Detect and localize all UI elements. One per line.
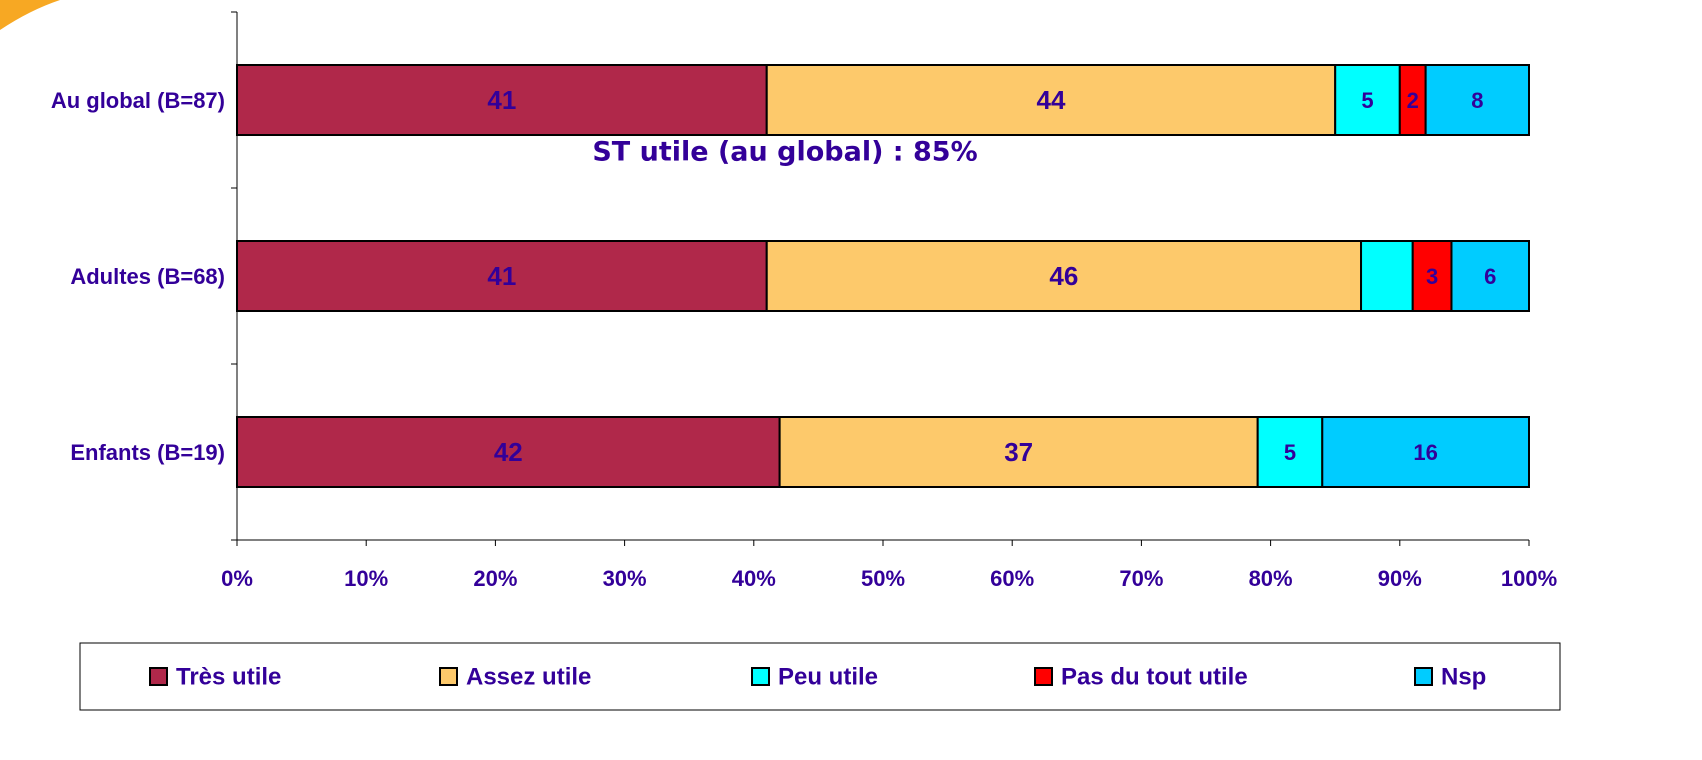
legend-swatch — [439, 667, 458, 686]
data-label: 16 — [1413, 440, 1437, 465]
data-label: 3 — [1426, 264, 1438, 289]
legend-label: Très utile — [176, 663, 281, 690]
bar-segment — [1321, 416, 1531, 488]
x-tick-label: 30% — [603, 566, 647, 591]
bar-segment — [765, 64, 1337, 136]
x-tick-label: 60% — [990, 566, 1034, 591]
legend-label: Pas du tout utile — [1061, 663, 1248, 690]
bar-segment — [236, 416, 781, 488]
legend-swatch — [1414, 667, 1433, 686]
bar-segment — [236, 64, 768, 136]
bar-segment — [1411, 240, 1453, 312]
x-tick-label: 90% — [1378, 566, 1422, 591]
legend-label: Nsp — [1441, 663, 1486, 690]
bar-segment — [1360, 240, 1414, 312]
data-label: 42 — [494, 437, 523, 467]
data-label: 37 — [1004, 437, 1033, 467]
legend-label: Assez utile — [466, 663, 591, 690]
data-label: 5 — [1284, 440, 1296, 465]
x-tick-label: 70% — [1119, 566, 1163, 591]
data-label: 41 — [487, 261, 516, 291]
legend-swatch — [149, 667, 168, 686]
x-tick-label: 50% — [861, 566, 905, 591]
category-label: Adultes (B=68) — [70, 264, 225, 289]
category-label: Au global (B=87) — [51, 88, 225, 113]
category-label: Enfants (B=19) — [70, 440, 225, 465]
legend-box — [79, 642, 1561, 711]
data-label: 2 — [1407, 88, 1419, 113]
data-label: 8 — [1471, 88, 1483, 113]
x-tick-label: 40% — [732, 566, 776, 591]
corner-decoration — [0, 0, 60, 30]
data-label: 6 — [1484, 264, 1496, 289]
x-tick-label: 0% — [221, 566, 253, 591]
bar-segment — [1424, 64, 1531, 136]
x-tick-label: 80% — [1249, 566, 1293, 591]
x-tick-label: 10% — [344, 566, 388, 591]
x-tick-label: 100% — [1501, 566, 1557, 591]
data-label: 41 — [487, 85, 516, 115]
legend-swatch — [1034, 667, 1053, 686]
data-label: 44 — [1036, 85, 1065, 115]
bar-segment — [765, 240, 1363, 312]
bar-segment — [1450, 240, 1530, 312]
data-label: 5 — [1361, 88, 1373, 113]
bar-segment — [236, 240, 768, 312]
legend-swatch — [751, 667, 770, 686]
x-tick-label: 20% — [473, 566, 517, 591]
legend-label: Peu utile — [778, 663, 878, 690]
data-label: 46 — [1049, 261, 1078, 291]
annotation: ST utile (au global) : 85% — [592, 137, 977, 168]
